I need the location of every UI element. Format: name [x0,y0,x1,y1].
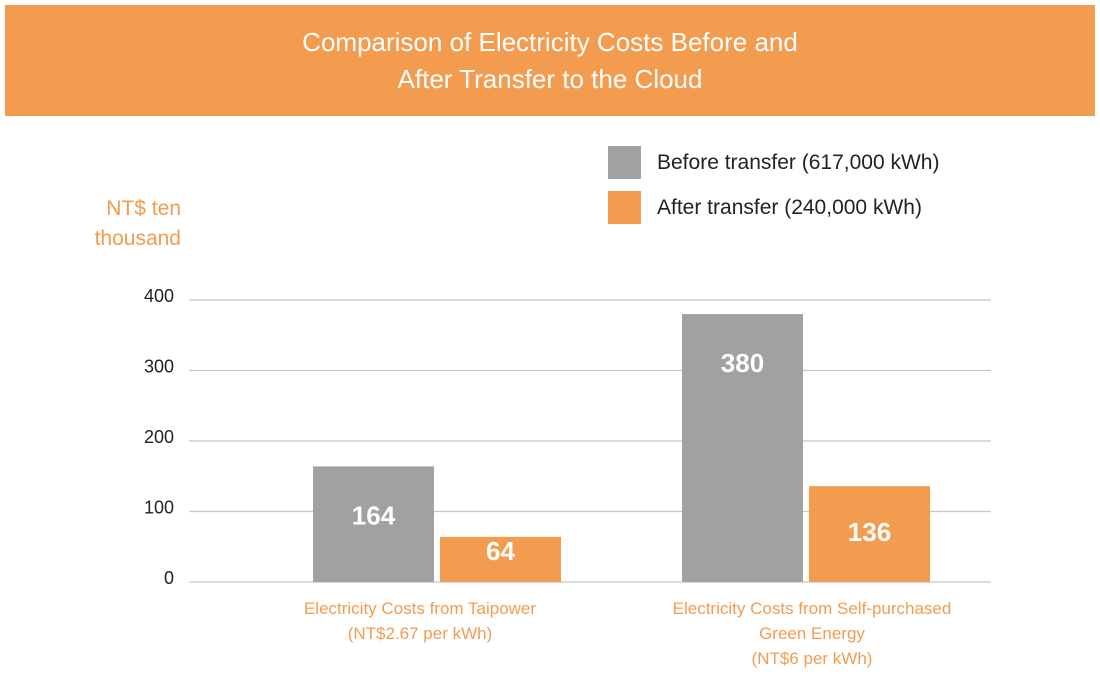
legend-item-before: Before transfer (617,000 kWh) [608,146,939,179]
legend: Before transfer (617,000 kWh) After tran… [608,146,939,236]
y-axis-unit-line2: thousand [94,227,181,250]
x-category-label-taipower-line2: (NT$2.67 per kWh) [347,624,493,643]
y-tick-label: 200 [144,427,174,447]
bar [313,466,434,582]
legend-label-before: Before transfer (617,000 kWh) [657,150,940,174]
legend-label-after: After transfer (240,000 kWh) [657,195,922,219]
x-category-label-green-line3: (NT$6 per kWh) [751,649,873,668]
bar [682,314,803,582]
x-category-label-taipower-line1: Electricity Costs from Taipower [303,599,537,618]
x-category-label-green-energy: Electricity Costs from Self-purchased Gr… [612,596,1012,671]
y-axis-unit-label: NT$ ten thousand [60,194,181,254]
y-tick-label: 400 [144,286,174,306]
y-tick-label: 100 [144,498,174,518]
legend-item-after: After transfer (240,000 kWh) [608,191,939,224]
chart-title-line1: Comparison of Electricity Costs Before a… [302,26,798,57]
y-tick-label: 300 [144,357,174,377]
title-banner: Comparison of Electricity Costs Before a… [5,5,1095,116]
chart-title: Comparison of Electricity Costs Before a… [250,24,850,98]
bar-value-label: 136 [848,517,891,547]
x-category-label-taipower: Electricity Costs from Taipower (NT$2.67… [270,596,570,646]
y-tick-label: 0 [164,568,174,588]
legend-swatch-before [608,146,641,179]
chart-title-line2: After Transfer to the Cloud [397,63,703,94]
bar-value-label: 64 [486,536,515,566]
legend-swatch-after [608,191,641,224]
bar-value-label: 164 [352,500,396,530]
bar-value-label: 380 [721,348,764,378]
bar [809,486,930,582]
x-category-label-green-line2: Green Energy [759,624,865,643]
bar [440,536,561,582]
y-axis-unit-line1: NT$ ten [106,197,181,220]
x-category-label-green-line1: Electricity Costs from Self-purchased [672,599,952,618]
